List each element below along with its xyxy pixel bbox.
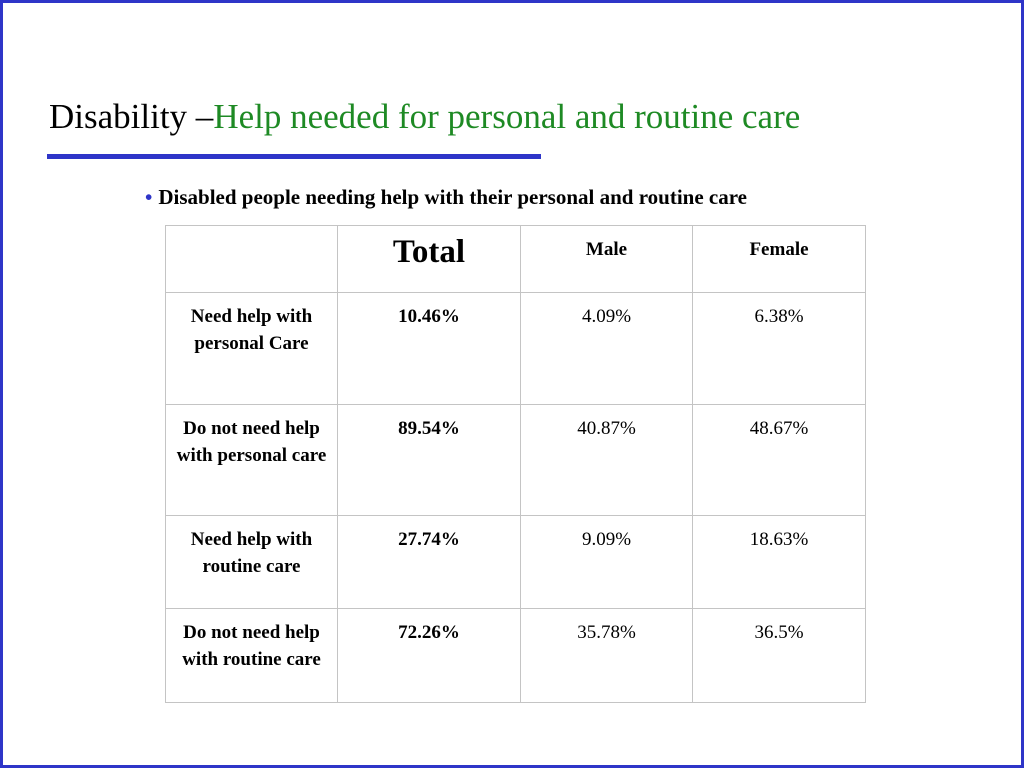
bullet-point: • Disabled people needing help with their… [145,184,747,210]
data-table: Total Male Female Need help with persona… [165,225,866,703]
title-underline [47,154,541,159]
header-cell-male: Male [520,225,693,293]
table-row: Do not need help with routine care 72.26… [165,608,866,703]
row-label: Do not need help with routine care [165,608,338,703]
header-cell-total: Total [337,225,521,293]
table-row: Need help with routine care 27.74% 9.09%… [165,515,866,609]
bullet-text: Disabled people needing help with their … [158,185,747,209]
cell-male: 35.78% [520,608,693,703]
bullet-dot-icon: • [145,185,153,209]
cell-male: 4.09% [520,292,693,405]
row-label: Need help with routine care [165,515,338,609]
cell-female: 36.5% [692,608,866,703]
cell-total: 27.74% [337,515,521,609]
table-row: Do not need help with personal care 89.5… [165,404,866,516]
header-cell-empty [165,225,338,293]
slide-title: Disability –Help needed for personal and… [49,97,800,137]
header-cell-female: Female [692,225,866,293]
table-row: Need help with personal Care 10.46% 4.09… [165,292,866,405]
cell-female: 6.38% [692,292,866,405]
cell-total: 89.54% [337,404,521,516]
cell-female: 18.63% [692,515,866,609]
cell-male: 9.09% [520,515,693,609]
table-header-row: Total Male Female [165,225,866,293]
row-label: Do not need help with personal care [165,404,338,516]
cell-total: 10.46% [337,292,521,405]
row-label: Need help with personal Care [165,292,338,405]
cell-male: 40.87% [520,404,693,516]
cell-total: 72.26% [337,608,521,703]
title-main: Help needed for personal and routine car… [213,97,801,136]
cell-female: 48.67% [692,404,866,516]
title-prefix: Disability – [49,97,214,136]
